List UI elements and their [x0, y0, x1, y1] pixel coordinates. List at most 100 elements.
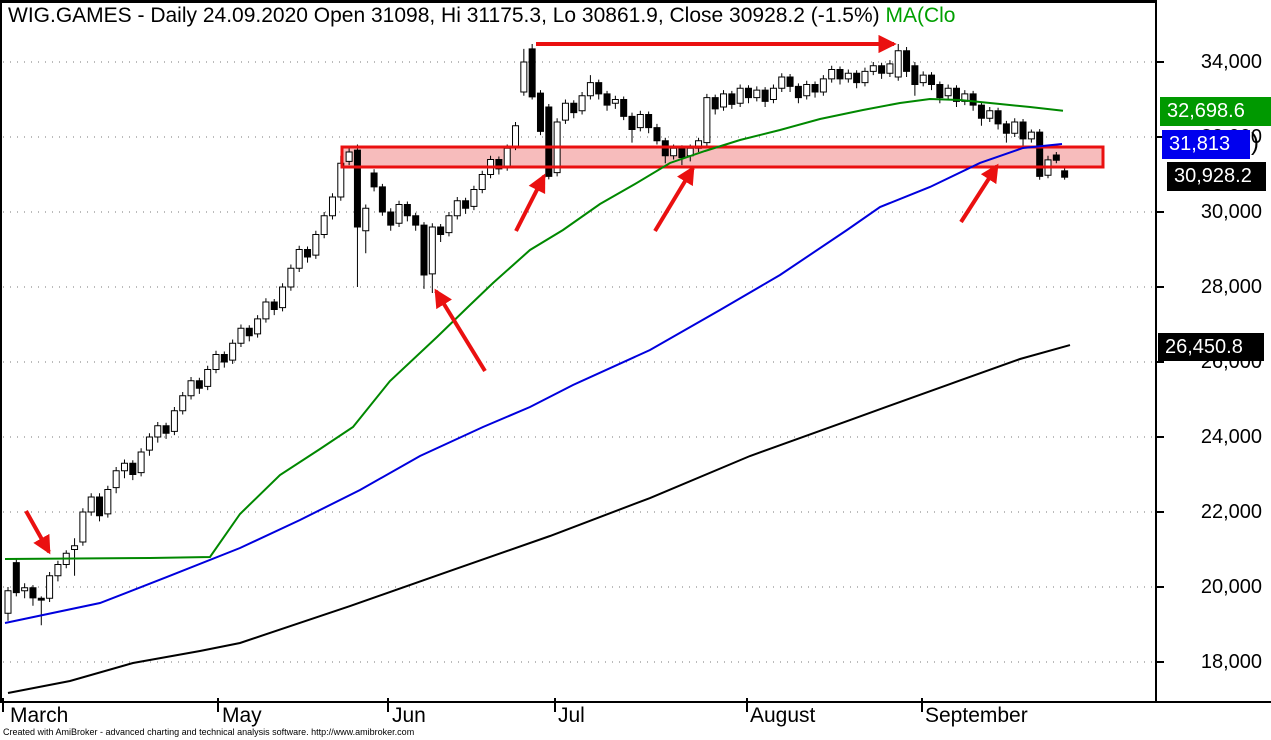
- chart-title: WIG.GAMES - Daily 24.09.2020 Open 31098,…: [8, 4, 1153, 32]
- arrow-march-breakout: [24, 510, 51, 555]
- candlestick: [595, 82, 603, 95]
- candlestick: [378, 186, 386, 213]
- axis-overflow-char: ): [1251, 129, 1259, 156]
- candlestick: [96, 496, 104, 517]
- y-axis-label: 24,000: [1200, 426, 1262, 448]
- candlestick: [720, 93, 728, 108]
- candlestick: [21, 587, 29, 592]
- candlestick: [71, 545, 79, 550]
- candlestick: [786, 76, 794, 87]
- candlestick: [819, 78, 827, 93]
- candlestick: [736, 87, 744, 104]
- candlestick: [778, 76, 786, 89]
- candlestick: [295, 249, 303, 269]
- candlestick: [1011, 121, 1019, 134]
- candlestick: [911, 65, 919, 85]
- candlestick: [536, 92, 544, 132]
- candlestick: [853, 72, 861, 84]
- candlestick: [229, 342, 237, 361]
- candlestick: [703, 97, 711, 144]
- ma-slow-value-badge: 26,450.8: [1158, 333, 1264, 361]
- candlestick: [420, 224, 428, 276]
- candlestick: [928, 74, 936, 85]
- candlestick: [919, 74, 927, 84]
- x-axis-label-jun: Jun: [392, 704, 426, 727]
- ma-slow-line: [7, 344, 1071, 694]
- y-axis-label: 18,000: [1200, 651, 1262, 673]
- ma-fast-value-badge: 32,698.6: [1160, 97, 1271, 126]
- candlestick: [403, 204, 411, 217]
- candlestick: [453, 200, 461, 217]
- candlestick: [478, 174, 486, 190]
- candlestick: [545, 106, 553, 177]
- close-badge-text: 30,928.2: [1174, 165, 1252, 187]
- candlestick: [29, 587, 37, 599]
- candlestick: [4, 590, 12, 614]
- candlestick: [395, 204, 403, 224]
- candlestick: [87, 496, 95, 513]
- resistance-zone-fill: [342, 147, 1103, 167]
- y-axis-label: 20,000: [1200, 576, 1262, 598]
- candlestick: [287, 267, 295, 288]
- candlestick: [844, 72, 852, 80]
- candlestick: [387, 211, 395, 226]
- candlestick: [628, 115, 636, 130]
- arrow-zone-test-2: [653, 165, 695, 233]
- amibroker-credit: Created with AmiBroker - advanced charti…: [3, 727, 415, 737]
- candlestick: [212, 354, 220, 370]
- candlestick: [79, 511, 87, 543]
- ma-mid-value-badge: 31,813: [1162, 130, 1250, 159]
- candlestick: [528, 48, 536, 98]
- candlestick: [1027, 131, 1035, 140]
- candlestick: [145, 436, 153, 451]
- candlestick: [994, 110, 1002, 125]
- candlestick: [312, 234, 320, 256]
- candlestick: [678, 147, 686, 159]
- y-axis-label: 30,000: [1200, 201, 1262, 223]
- candlestick: [187, 380, 195, 397]
- candlestick: [670, 147, 678, 157]
- candlestick: [328, 196, 336, 217]
- candlestick: [986, 110, 994, 119]
- candlestick: [1052, 154, 1060, 161]
- candlestick: [977, 104, 985, 119]
- y-axis-label: 34,000: [1200, 51, 1262, 73]
- candlestick: [345, 151, 353, 162]
- candlestick: [611, 99, 619, 104]
- candlestick: [952, 87, 960, 102]
- candlestick: [861, 70, 869, 84]
- candlestick: [195, 380, 203, 389]
- x-axis-label-august: August: [750, 704, 816, 727]
- candlestick: [462, 200, 470, 209]
- candlestick: [204, 369, 212, 387]
- candlestick: [570, 102, 578, 114]
- candlestick: [445, 215, 453, 234]
- x-axis-label-jul: Jul: [558, 704, 585, 727]
- candlestick: [1036, 131, 1044, 177]
- candlestick: [586, 82, 594, 97]
- candlestick: [645, 114, 653, 129]
- arrow-zone-test-1: [514, 173, 546, 232]
- arrow-june-dip: [434, 288, 487, 373]
- candlestick: [836, 69, 844, 80]
- candlestick: [353, 149, 361, 228]
- candlestick: [828, 69, 836, 80]
- y-axis-ticks: [1157, 61, 1164, 663]
- candlestick: [886, 63, 894, 74]
- candlestick: [636, 114, 644, 129]
- candlestick: [112, 470, 120, 489]
- y-axis-label: 28,000: [1200, 276, 1262, 298]
- candlestick: [162, 425, 170, 434]
- candlestick: [304, 249, 312, 258]
- candlestick: [620, 99, 628, 117]
- candlestick: [428, 226, 436, 275]
- candlestick: [154, 425, 162, 438]
- ma-mid-line: [4, 143, 1063, 624]
- candlestick: [744, 87, 752, 99]
- candlestick: [728, 93, 736, 105]
- candlestick: [711, 97, 719, 110]
- gridlines: [3, 61, 1155, 663]
- candlestick: [520, 61, 528, 93]
